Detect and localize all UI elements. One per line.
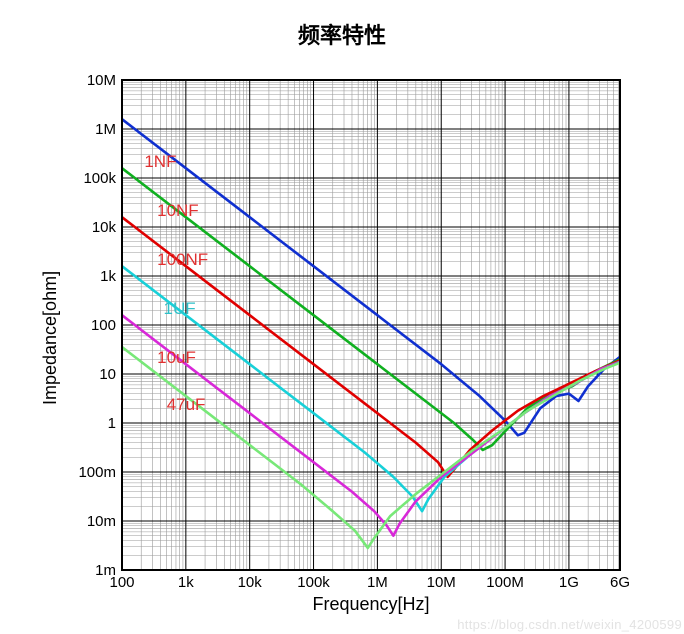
series-label: 10uF [157,348,196,368]
y-tick: 1M [95,121,116,138]
y-tick: 100k [83,170,116,187]
series-label: 47uF [167,395,206,415]
x-tick: 6G [595,574,645,591]
y-tick: 100m [78,464,116,481]
y-tick: 10k [92,219,116,236]
y-tick: 1 [108,415,116,432]
x-tick: 100 [97,574,147,591]
series-label: 1NF [144,152,176,172]
watermark-text: https://blog.csdn.net/weixin_4200599 [457,617,682,632]
y-tick: 10 [99,366,116,383]
y-tick: 10M [87,72,116,89]
series-label: 1UF [164,299,196,319]
y-tick: 100 [91,317,116,334]
x-tick: 10M [416,574,466,591]
x-tick: 1G [544,574,594,591]
y-tick: 1k [100,268,116,285]
x-tick: 1M [352,574,402,591]
y-tick: 10m [87,513,116,530]
x-tick: 1k [161,574,211,591]
series-label: 100NF [157,250,208,270]
x-tick: 10k [225,574,275,591]
series-label: 10NF [157,201,199,221]
x-tick: 100M [480,574,530,591]
x-tick: 100k [289,574,339,591]
